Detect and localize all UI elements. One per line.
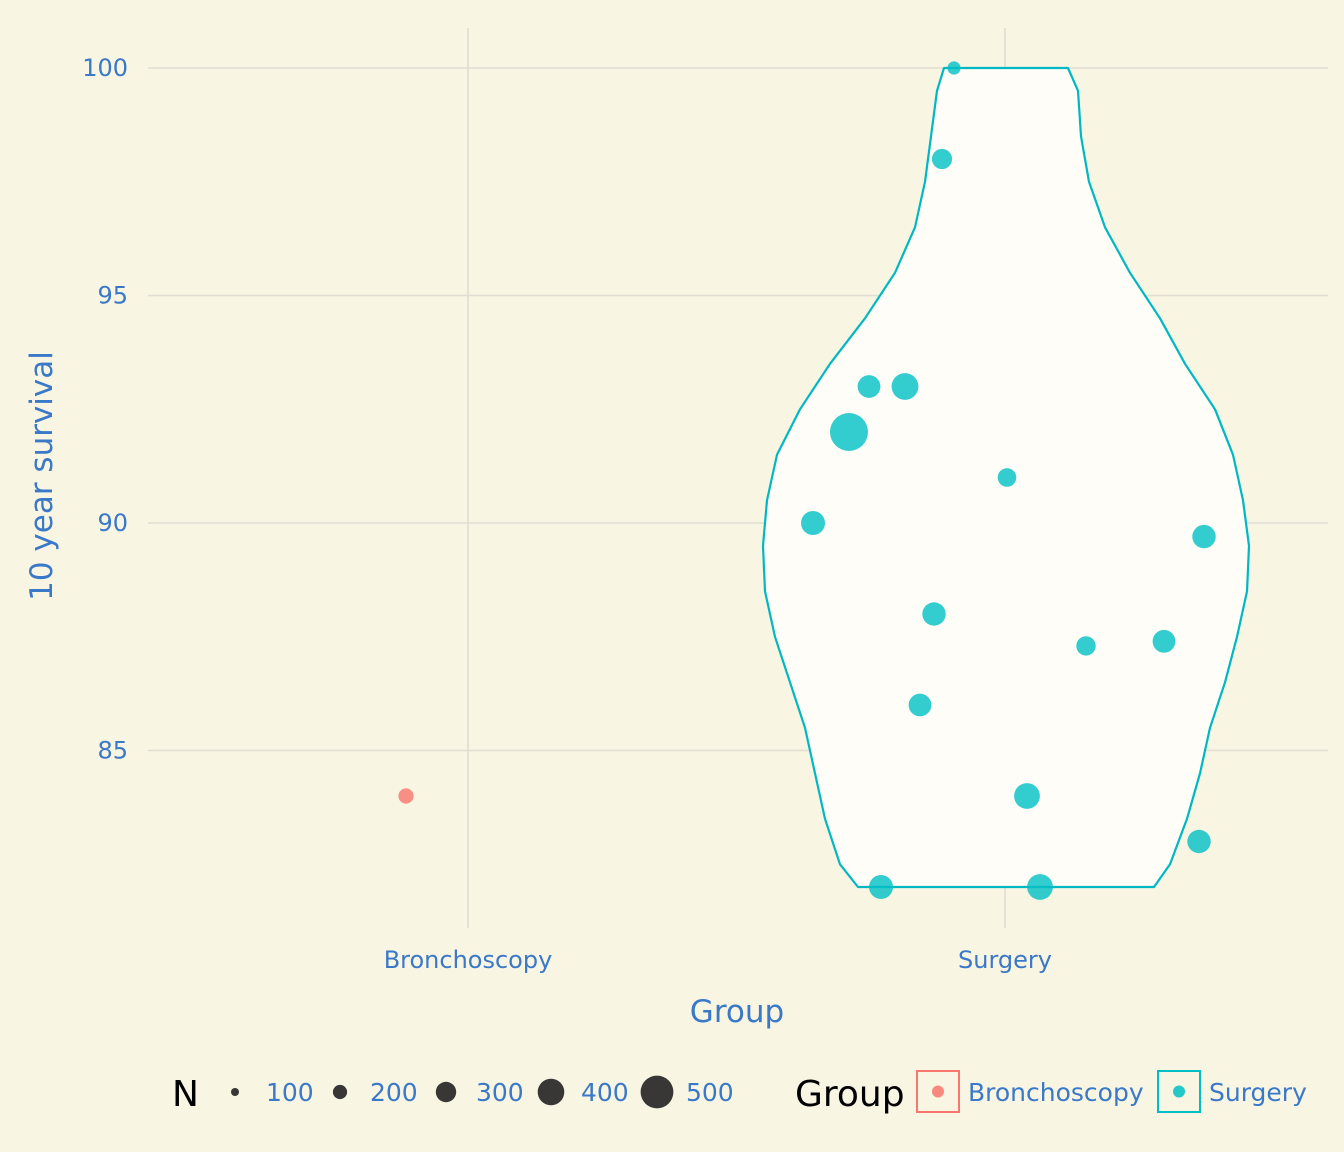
data-point-surgery [891,373,919,400]
data-point-surgery [830,413,868,451]
size-legend-title: N [172,1074,199,1115]
size-legend-key [332,1084,348,1100]
data-point-surgery [922,602,946,626]
data-point-surgery [1076,636,1096,656]
data-point-surgery [997,468,1017,487]
group-legend-key [1157,1070,1201,1113]
size-legend-label: 400 [581,1078,629,1107]
size-legend-label: 200 [370,1078,418,1107]
x-axis-tick-labels: Bronchoscopy Surgery [384,946,1052,974]
size-legend-key [435,1081,457,1103]
x-tick-label: Surgery [958,946,1052,974]
data-point-surgery [801,511,825,535]
y-tick-label: 100 [82,54,128,82]
data-points [398,61,1216,900]
data-point-surgery [869,875,893,899]
y-axis-tick-labels: 85 90 95 100 [82,54,128,765]
y-tick-label: 85 [97,737,128,765]
group-legend-dot [932,1085,944,1098]
data-point-surgery [1014,783,1040,809]
size-legend-label: 100 [266,1078,314,1107]
data-point-surgery [908,693,932,717]
data-point-bronchoscopy [398,788,414,804]
data-point-surgery [1027,874,1053,900]
size-legend-key [537,1078,565,1106]
group-legend-label: Surgery [1209,1078,1307,1107]
group-legend: Group Bronchoscopy Surgery [795,1070,1307,1115]
data-point-surgery [1187,829,1211,854]
group-legend-label: Bronchoscopy [968,1078,1144,1107]
size-legend-label: 500 [686,1078,734,1107]
group-legend-title: Group [795,1074,905,1115]
group-legend-key [916,1070,960,1113]
y-axis-title: 10 year survival [24,351,60,601]
y-tick-label: 95 [97,282,128,310]
size-legend: N 100 200 300 400 500 [172,1074,734,1115]
data-point-surgery [857,375,881,398]
size-legend-key [640,1075,674,1109]
data-point-surgery [931,148,953,170]
x-axis-title: Group [690,994,784,1030]
data-point-surgery [1152,629,1176,653]
x-tick-label: Bronchoscopy [384,946,553,974]
size-legend-key [231,1088,239,1096]
size-legend-label: 300 [476,1078,524,1107]
data-point-surgery [947,61,961,75]
group-legend-dot [1173,1085,1185,1098]
data-point-surgery [1192,524,1216,549]
y-tick-label: 90 [97,509,128,537]
